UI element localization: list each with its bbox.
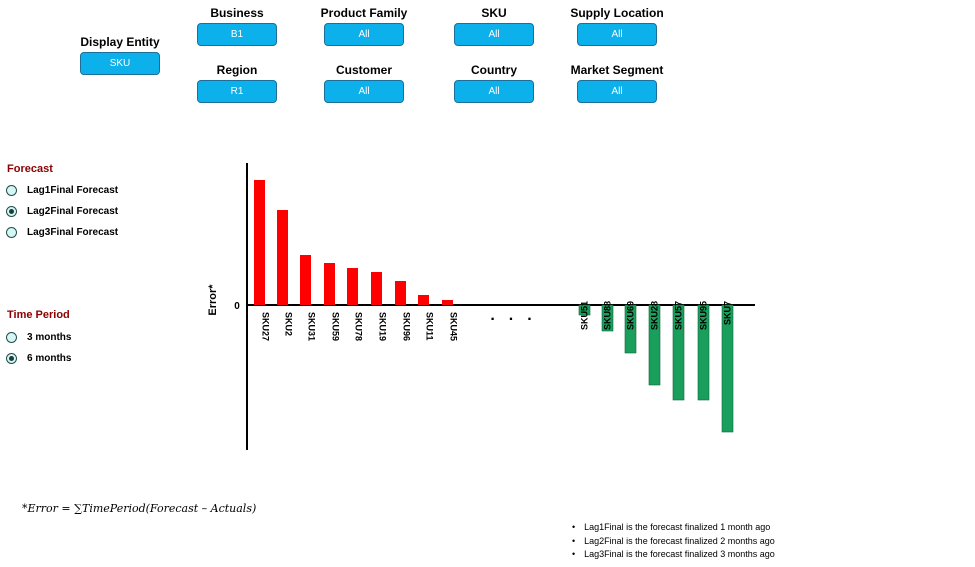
category-label: SKU28 (650, 301, 660, 330)
category-label: SKU78 (354, 312, 364, 341)
bar-sku2 (277, 210, 288, 305)
category-label: SKU96 (402, 312, 412, 341)
product-family-select[interactable]: All (324, 23, 404, 46)
country-label: Country (471, 63, 517, 77)
bar-sku95 (697, 304, 710, 401)
note-item: Lag3Final is the forecast finalized 3 mo… (572, 548, 775, 562)
radio-icon[interactable] (6, 185, 17, 196)
category-label: SKU31 (307, 312, 317, 341)
time-period-option-3m[interactable]: 3 months (6, 332, 71, 343)
category-label: SKU2 (284, 312, 294, 336)
category-label: SKU27 (261, 312, 271, 341)
category-label: SKU69 (626, 301, 636, 330)
category-label: SKU19 (378, 312, 388, 341)
radio-checked-icon[interactable] (6, 206, 17, 217)
radio-checked-icon[interactable] (6, 353, 17, 364)
customer-select[interactable]: All (324, 80, 404, 103)
bar-sku28 (648, 304, 661, 386)
forecast-title: Forecast (7, 163, 53, 175)
category-label: SKU95 (699, 301, 709, 330)
bar-sku96 (395, 281, 406, 305)
radio-icon[interactable] (6, 227, 17, 238)
time-period-title: Time Period (7, 309, 70, 321)
y-axis-label: Error* (207, 284, 219, 316)
display-entity-select[interactable]: SKU (80, 52, 160, 75)
bar-sku57 (672, 304, 685, 401)
ellipsis-marker: ... (490, 307, 545, 324)
forecast-option-label: Lag1Final Forecast (27, 185, 119, 196)
bar-sku59 (324, 263, 335, 305)
region-select[interactable]: R1 (197, 80, 277, 103)
category-label: SKU51 (580, 301, 590, 330)
category-label: SKU88 (603, 301, 613, 330)
country-select[interactable]: All (454, 80, 534, 103)
radio-icon[interactable] (6, 332, 17, 343)
category-label: SKU59 (331, 312, 341, 341)
business-select[interactable]: B1 (197, 23, 277, 46)
supply-location-select[interactable]: All (577, 23, 657, 46)
forecast-option-label: Lag3Final Forecast (27, 227, 119, 238)
market-segment-select[interactable]: All (577, 80, 657, 103)
sku-label: SKU (481, 6, 507, 20)
bar-sku7 (721, 304, 734, 433)
forecast-option-lag2[interactable]: Lag2Final Forecast (6, 206, 118, 217)
business-label: Business (210, 6, 264, 20)
category-label: SKU57 (674, 301, 684, 330)
bar-sku51 (578, 304, 591, 316)
lag-notes: Lag1Final is the forecast finalized 1 mo… (572, 521, 775, 562)
display-entity-label: Display Entity (80, 35, 160, 49)
time-period-option-6m[interactable]: 6 months (6, 353, 71, 364)
bar-sku69 (624, 304, 637, 354)
note-item: Lag1Final is the forecast finalized 1 mo… (572, 521, 775, 535)
y-tick-label: 0 (234, 301, 240, 312)
note-item: Lag2Final is the forecast finalized 2 mo… (572, 535, 775, 549)
forecast-option-lag3[interactable]: Lag3Final Forecast (6, 227, 118, 238)
bar-sku88 (601, 304, 614, 332)
error-formula: *Error = ∑TimePeriod(Forecast – Actuals) (22, 502, 257, 515)
bar-sku27 (254, 180, 265, 305)
category-label: SKU7 (723, 301, 733, 325)
customer-label: Customer (335, 63, 392, 77)
bar-sku31 (300, 255, 311, 305)
time-period-option-label: 3 months (27, 332, 72, 343)
forecast-option-lag1[interactable]: Lag1Final Forecast (6, 185, 118, 196)
category-label: SKU11 (425, 312, 435, 341)
time-period-option-label: 6 months (27, 353, 72, 364)
bar-sku11 (418, 295, 429, 305)
bar-sku19 (371, 272, 382, 305)
bar-sku45 (442, 300, 453, 305)
region-label: Region (216, 63, 258, 77)
category-label: SKU45 (449, 312, 459, 341)
supply-location-label: Supply Location (570, 6, 664, 20)
sku-select[interactable]: All (454, 23, 534, 46)
bar-sku78 (347, 268, 358, 305)
market-segment-label: Market Segment (570, 63, 664, 77)
forecast-option-label: Lag2Final Forecast (27, 206, 119, 217)
product-family-label: Product Family (320, 6, 408, 20)
